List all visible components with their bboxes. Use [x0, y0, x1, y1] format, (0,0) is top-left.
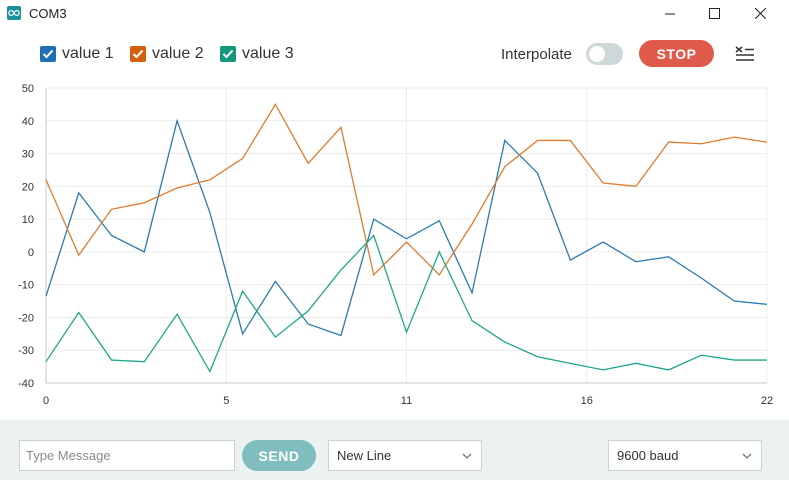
- baud-rate-select[interactable]: 9600 baud: [608, 440, 762, 471]
- chevron-down-icon: [742, 453, 752, 459]
- toggle-knob: [589, 46, 605, 62]
- arduino-app-icon: [7, 6, 21, 20]
- serial-plotter-chart: 50 40 30 20 10 0 -10 -20 -30 -40 0 5 11 16 22: [0, 82, 789, 420]
- line-ending-select[interactable]: New Line: [328, 440, 482, 471]
- x-tick-label: 0: [43, 395, 49, 407]
- send-button[interactable]: SEND: [242, 440, 316, 471]
- maximize-icon: [708, 8, 720, 19]
- chevron-down-icon: [462, 453, 472, 459]
- legend-item-value-3[interactable]: value 3: [220, 44, 294, 64]
- close-button[interactable]: [737, 0, 783, 27]
- y-tick-label: 50: [22, 83, 34, 95]
- maximize-button[interactable]: [691, 0, 737, 27]
- bottom-bar: SEND New Line 9600 baud: [0, 420, 789, 480]
- y-tick-label: 0: [28, 247, 34, 259]
- y-tick-label: -10: [18, 280, 34, 292]
- minimize-button[interactable]: [647, 0, 693, 27]
- legend-label: value 2: [152, 45, 204, 62]
- y-tick-label: -40: [18, 378, 34, 390]
- stop-button[interactable]: STOP: [639, 40, 714, 67]
- x-tick-label: 22: [761, 395, 773, 407]
- chart-svg: 50 40 30 20 10 0 -10 -20 -30 -40 0 5 11 16 22: [18, 83, 773, 407]
- close-icon: [754, 8, 766, 19]
- y-tick-label: 20: [22, 181, 34, 193]
- y-tick-label: -20: [18, 312, 34, 324]
- y-tick-label: 10: [22, 214, 34, 226]
- interpolate-label: Interpolate: [501, 46, 572, 63]
- series-line-value-1: [45, 118, 768, 337]
- checkbox-checked-icon[interactable]: [40, 46, 56, 62]
- x-tick-label: 16: [581, 395, 593, 407]
- legend-item-value-2[interactable]: value 2: [130, 44, 204, 64]
- series-line-value-2: [45, 103, 768, 277]
- y-tick-label: 30: [22, 149, 34, 161]
- minimize-icon: [665, 13, 675, 14]
- baud-rate-value: 9600 baud: [617, 448, 679, 463]
- checkbox-checked-icon[interactable]: [220, 46, 236, 62]
- checkbox-checked-icon[interactable]: [130, 46, 146, 62]
- clear-output-icon[interactable]: [735, 44, 755, 67]
- interpolate-toggle[interactable]: [586, 43, 623, 65]
- series-line-value-3: [45, 234, 767, 374]
- legend-label: value 3: [242, 45, 294, 62]
- line-ending-value: New Line: [337, 448, 392, 463]
- y-tick-label: -30: [18, 345, 34, 357]
- x-tick-label: 5: [223, 395, 229, 407]
- y-tick-label: 40: [22, 116, 34, 128]
- legend-item-value-1[interactable]: value 1: [40, 44, 114, 64]
- message-input[interactable]: [19, 440, 235, 471]
- x-tick-label: 11: [401, 395, 412, 407]
- legend-label: value 1: [62, 45, 114, 62]
- window-title: COM3: [29, 6, 67, 21]
- title-bar: COM3: [0, 0, 789, 27]
- plotter-toolbar: value 1 value 2 value 3 Interpolate STOP: [0, 27, 789, 82]
